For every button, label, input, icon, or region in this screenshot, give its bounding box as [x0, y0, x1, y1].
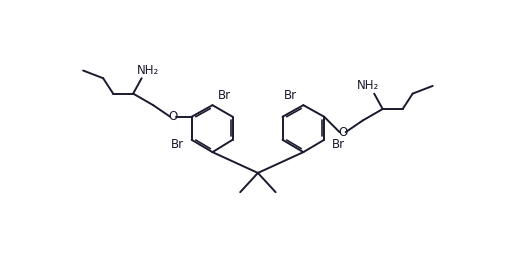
Text: NH₂: NH₂: [357, 80, 379, 92]
Text: Br: Br: [218, 89, 231, 102]
Text: O: O: [338, 126, 347, 139]
Text: NH₂: NH₂: [137, 64, 159, 77]
Text: Br: Br: [284, 89, 297, 102]
Text: Br: Br: [332, 138, 345, 151]
Text: Br: Br: [171, 138, 184, 151]
Text: O: O: [169, 110, 178, 123]
